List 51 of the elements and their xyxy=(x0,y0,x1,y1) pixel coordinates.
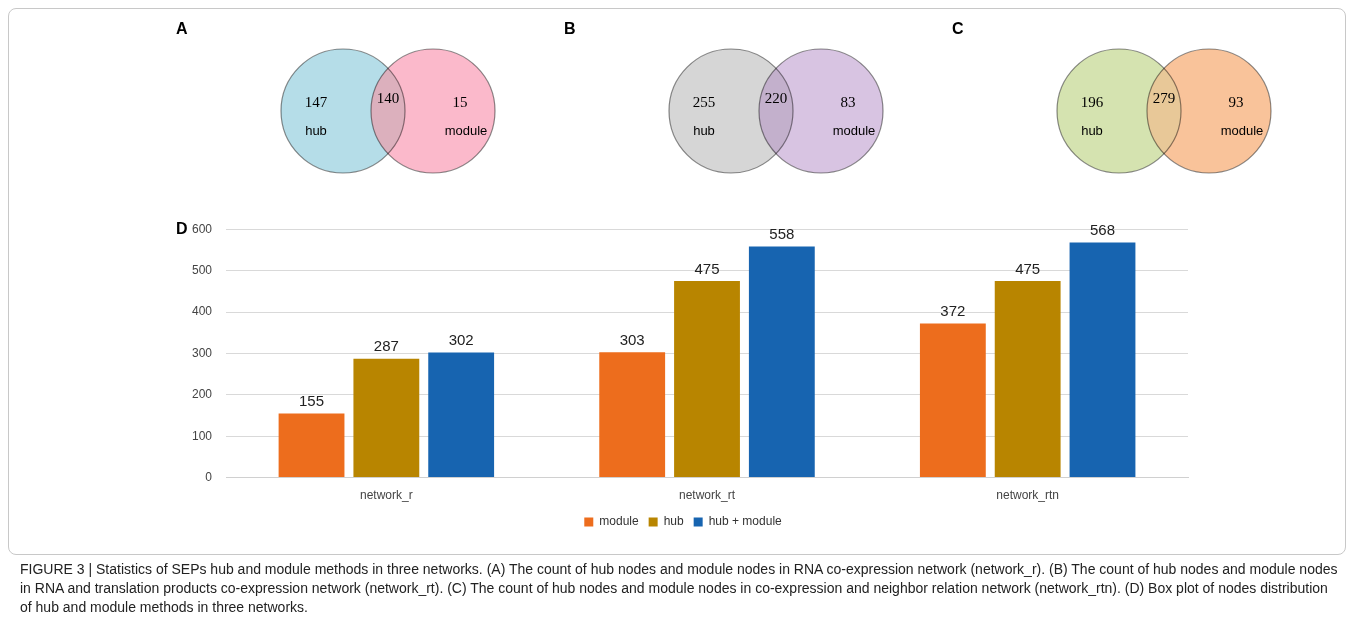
data-label: 83 xyxy=(840,93,856,110)
legend-label: module xyxy=(599,514,639,529)
data-label: 220 xyxy=(764,89,788,106)
x-tick-label: network_rtn xyxy=(996,488,1060,503)
data-label: 287 xyxy=(373,337,399,355)
data-label: 196 xyxy=(1080,93,1104,110)
data-label: 475 xyxy=(1015,259,1041,277)
y-tick-label: 0 xyxy=(205,469,213,484)
y-tick-label: 600 xyxy=(191,221,213,236)
data-label: 140 xyxy=(376,89,400,106)
bar xyxy=(674,280,740,478)
data-label: 568 xyxy=(1089,221,1116,239)
bar xyxy=(353,358,420,478)
data-label: 15 xyxy=(452,93,468,110)
legend-label: hub + module xyxy=(708,514,783,529)
category-label: module xyxy=(1220,122,1264,138)
bar xyxy=(599,352,666,478)
x-tick-label: network_rt xyxy=(679,488,736,503)
data-label: 93 xyxy=(1228,93,1244,110)
data-label: 302 xyxy=(448,331,474,349)
bar xyxy=(994,280,1061,478)
category-label: module xyxy=(444,122,488,138)
bar xyxy=(428,352,495,478)
text: A xyxy=(176,20,188,38)
bar xyxy=(748,246,815,478)
y-tick-label: 400 xyxy=(191,304,213,319)
data-label: 475 xyxy=(694,259,720,277)
data-label: 303 xyxy=(619,330,645,348)
data-label: 147 xyxy=(304,93,328,110)
bar xyxy=(919,323,986,478)
y-tick-label: 500 xyxy=(191,262,213,277)
x-tick-label: network_r xyxy=(360,488,413,503)
data-label: 279 xyxy=(1152,89,1176,106)
bar xyxy=(1069,242,1136,478)
caption: FIGURE 3 | Statistics of SEPs hub and module methods in three networks. (A) The count of hub nodes and module nodes in RNA co-expression network (network_r). (B) The count of hub nodes and module nodes in RNA and translation products co-expression network (network_rt). (C) The count of hub nodes and module nodes in co-expression and neighbor relation network (network_rtn). (D) Box plot of nodes distribution of hub and module methods in three networks. xyxy=(20,560,1339,617)
legend-label: hub xyxy=(663,514,684,529)
text: B xyxy=(564,20,576,38)
category-label: hub xyxy=(693,122,715,138)
category-label: hub xyxy=(1081,122,1103,138)
data-label: 155 xyxy=(299,392,325,410)
category-label: module xyxy=(832,122,876,138)
category-label: hub xyxy=(305,122,327,138)
data-label: 372 xyxy=(940,302,966,320)
bar xyxy=(278,413,345,478)
y-tick-label: 300 xyxy=(191,345,213,360)
data-label: 558 xyxy=(769,225,795,243)
data-label: 255 xyxy=(692,93,716,110)
chart-title: D xyxy=(176,219,188,237)
y-tick-label: 100 xyxy=(191,428,213,443)
text: C xyxy=(952,20,964,38)
y-tick-label: 200 xyxy=(191,387,213,402)
